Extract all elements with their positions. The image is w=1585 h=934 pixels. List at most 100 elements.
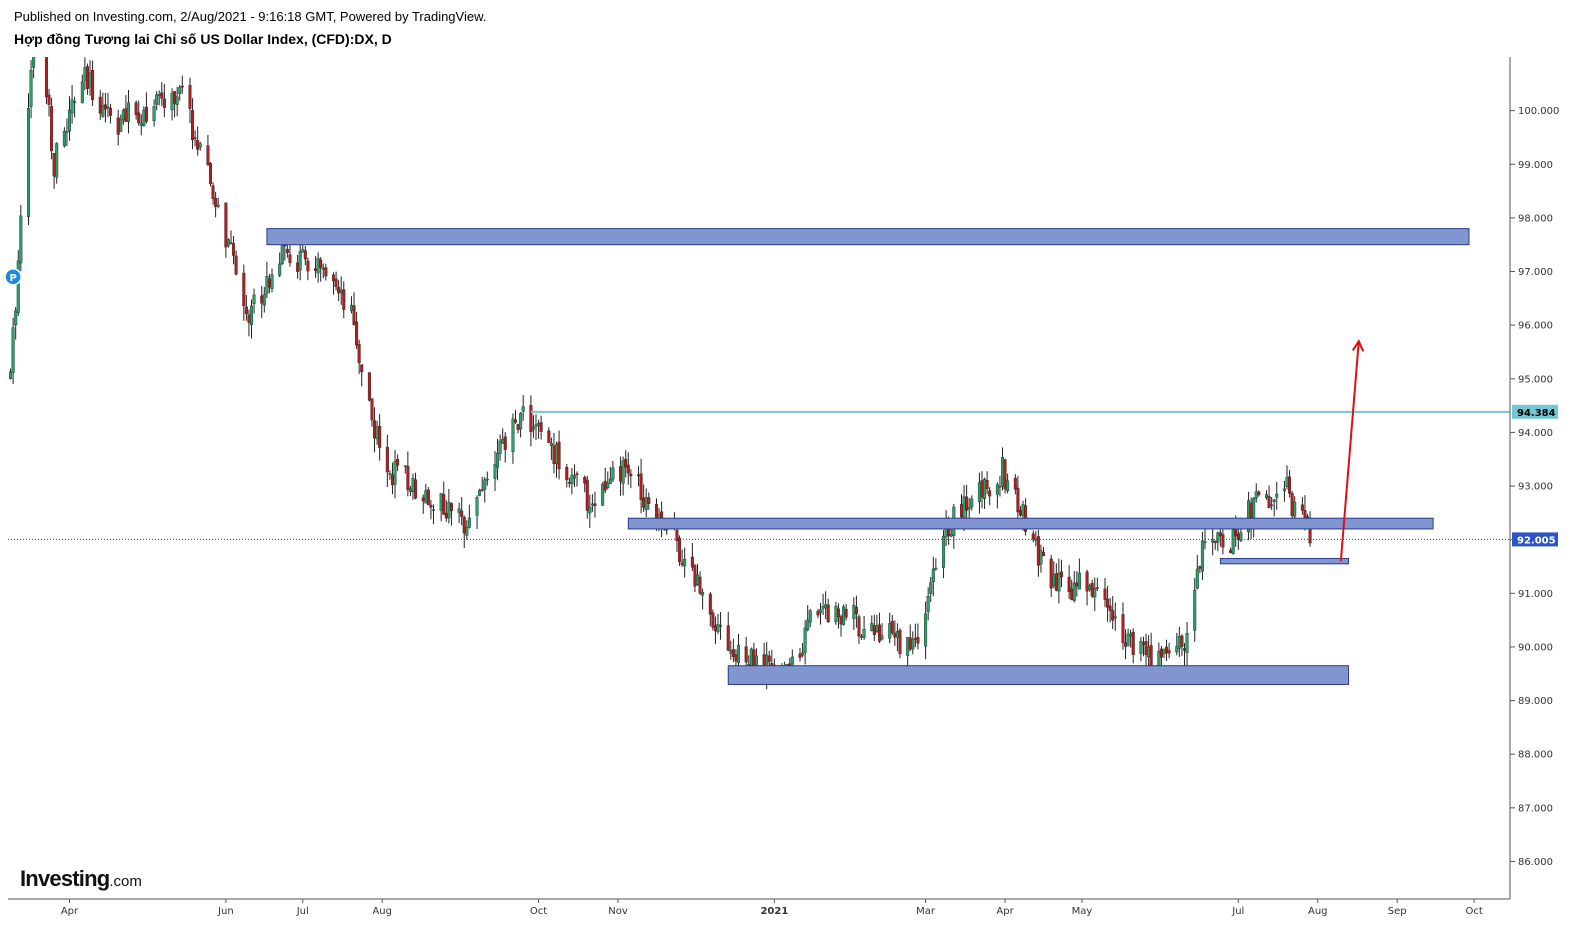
candle-down: [162, 98, 166, 108]
candle-up: [644, 497, 648, 510]
candle-up: [926, 595, 930, 613]
candle-down: [429, 504, 433, 508]
candle-up: [68, 109, 72, 132]
candle-down: [503, 436, 507, 450]
candle-down: [260, 295, 264, 304]
candle-down: [1106, 598, 1110, 608]
candle-up: [801, 652, 805, 656]
candle-down: [877, 624, 881, 642]
candle-down: [1236, 533, 1240, 540]
candle-up: [321, 268, 325, 270]
candle-down: [575, 473, 579, 475]
candle-down: [1267, 496, 1271, 509]
candle-up: [1285, 477, 1289, 488]
candle-up: [106, 106, 110, 109]
candle-down: [385, 446, 389, 473]
candle-up: [298, 251, 302, 271]
candle-down: [734, 654, 738, 662]
candle-down: [191, 110, 195, 141]
candle-up: [498, 440, 502, 454]
current-price-badge[interactable]: [1512, 532, 1558, 547]
candle-down: [296, 262, 300, 272]
projection-arrow-line[interactable]: [1339, 341, 1360, 562]
candle-up: [483, 479, 487, 490]
candle-up: [1129, 633, 1133, 637]
candle-down: [547, 430, 551, 443]
candle-down: [421, 497, 425, 502]
candle-up: [806, 619, 810, 631]
candle-down: [285, 248, 289, 254]
candle-down: [624, 458, 628, 468]
candle-up: [88, 72, 92, 88]
candle-down: [367, 372, 371, 401]
projection-arrowhead[interactable]: [1351, 339, 1365, 352]
candle-up: [403, 465, 407, 467]
candle-down: [1108, 605, 1112, 611]
candle-up: [226, 239, 230, 246]
candle-up: [842, 606, 846, 625]
y-tick-label: 87.000: [1518, 803, 1553, 814]
candle-up: [983, 479, 987, 500]
candle-up: [719, 625, 723, 627]
candle-up: [101, 105, 105, 117]
x-tick-label: Nov: [608, 906, 628, 917]
drawings-layer[interactable]: P: [4, 228, 1510, 685]
zone-rect-1[interactable]: [266, 228, 1470, 246]
candle-up: [316, 258, 320, 274]
candle-down: [234, 255, 238, 275]
candle-up: [27, 108, 31, 217]
zone-rect-4[interactable]: [1219, 557, 1350, 565]
candle-down: [1090, 583, 1094, 597]
zone-rect-3[interactable]: [727, 665, 1350, 685]
candle-down: [1049, 558, 1053, 589]
candle-down: [1180, 635, 1184, 647]
chart-title[interactable]: Hợp đồng Tương lai Chỉ số US Dollar Inde…: [14, 31, 392, 47]
candle-up: [1147, 646, 1151, 658]
candle-up: [375, 426, 379, 440]
candle-up: [870, 623, 874, 631]
candle-down: [690, 556, 694, 568]
candle-up: [11, 327, 15, 373]
candle-down: [680, 562, 684, 565]
pin-marker[interactable]: [4, 268, 22, 286]
candle-down: [629, 473, 633, 477]
candle-up: [83, 67, 87, 81]
candle-down: [206, 145, 210, 165]
candle-up: [911, 639, 915, 650]
zone-rect-2[interactable]: [627, 517, 1434, 530]
investing-logo[interactable]: Investing.com: [20, 866, 142, 892]
candle-up: [121, 110, 125, 121]
candle-down: [744, 646, 748, 663]
candle-up: [995, 484, 999, 495]
candle-down: [91, 70, 95, 100]
candle-down: [449, 503, 453, 512]
candle-up: [875, 625, 879, 633]
candle-up: [424, 490, 428, 504]
candle-down: [373, 420, 377, 439]
candle-down: [444, 513, 448, 519]
candle-down: [224, 202, 228, 248]
candle-down: [1075, 582, 1079, 587]
candle-up: [457, 508, 461, 513]
candle-down: [726, 625, 730, 651]
x-tick-label: Jun: [217, 906, 234, 917]
candle-up: [270, 274, 274, 289]
candle-up: [1200, 540, 1204, 572]
candle-down: [1218, 532, 1222, 537]
candle-down: [116, 117, 120, 135]
candle-down: [357, 344, 361, 364]
candle-up: [278, 263, 282, 276]
resistance-price-badge[interactable]: [1512, 404, 1558, 419]
candle-down: [731, 649, 735, 657]
candle-down: [1229, 550, 1233, 554]
candle-down: [603, 480, 607, 491]
logo-brand: Investing: [20, 866, 110, 891]
candle-up: [519, 412, 523, 430]
candle-down: [583, 477, 587, 484]
candle-down: [211, 185, 215, 199]
candle-up: [606, 483, 610, 489]
resistance-price-badge-label: 94.384: [1517, 408, 1556, 419]
y-tick-label: 90.000: [1518, 642, 1553, 653]
candle-up: [485, 478, 489, 481]
